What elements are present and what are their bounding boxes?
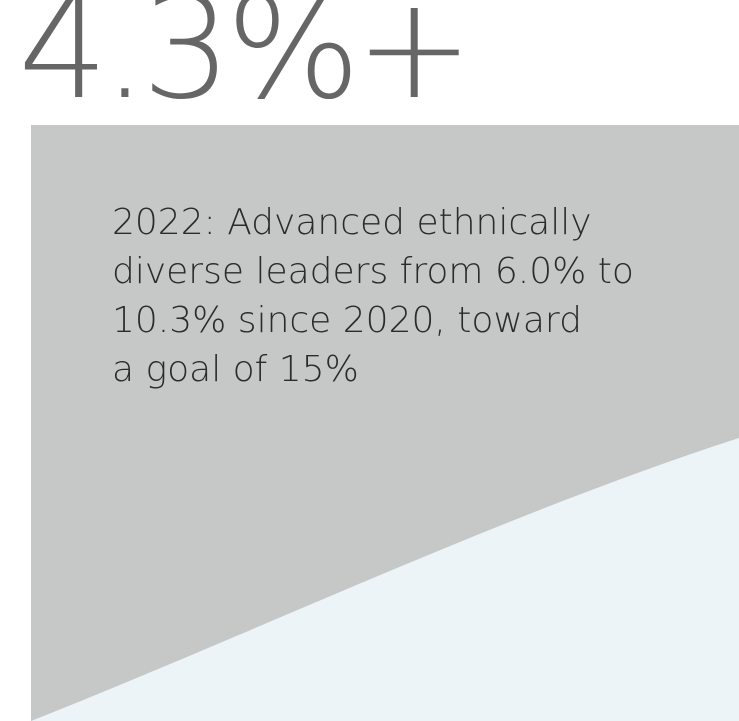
headline-stat: 4.3%+ [18, 0, 474, 131]
caption-line: 10.3% since 2020, toward [112, 300, 582, 341]
caption-line: diverse leaders from 6.0% to [112, 251, 634, 292]
caption-line: 2022: Advanced ethnically [112, 202, 592, 243]
panel-graphic [31, 125, 739, 721]
caption-text: 2022: Advanced ethnically diverse leader… [112, 198, 672, 394]
rising-curve-shape [31, 438, 739, 721]
gray-panel [31, 125, 739, 721]
caption-line: a goal of 15% [112, 349, 359, 390]
